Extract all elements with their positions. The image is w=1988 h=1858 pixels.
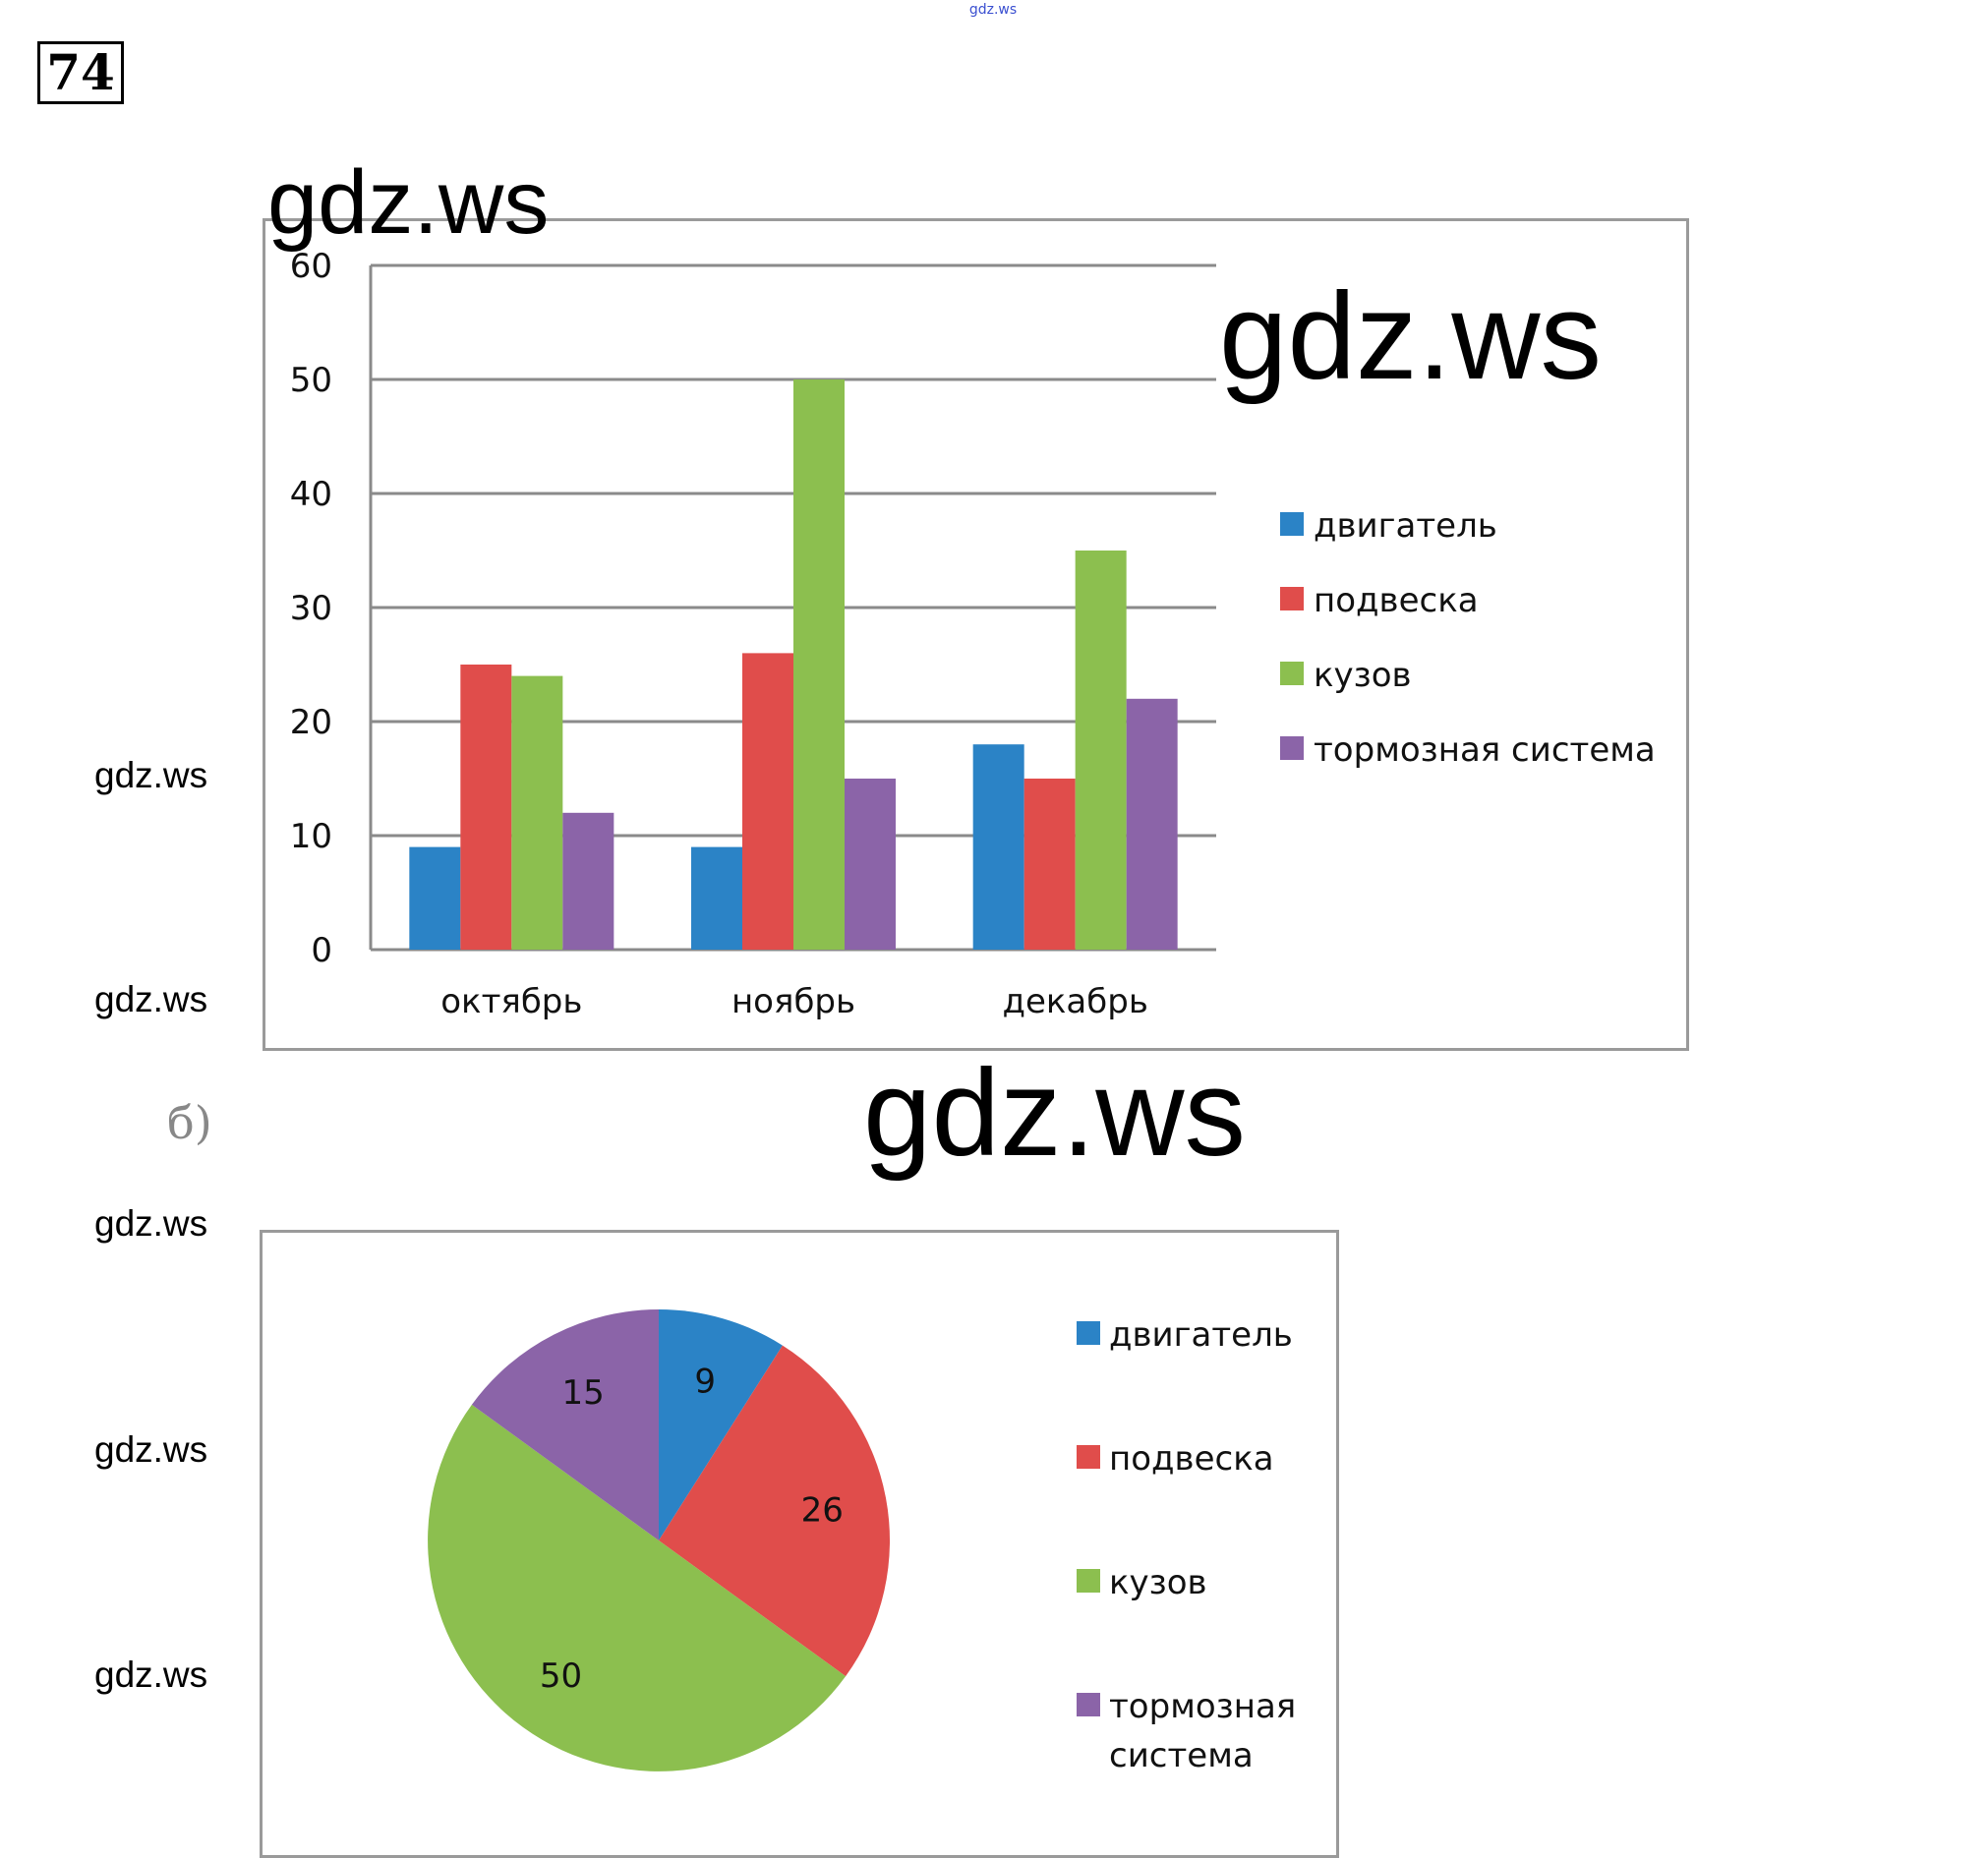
watermark-big-2: gdz.ws (1219, 268, 1603, 405)
bar (409, 846, 461, 950)
watermark-small-2: gdz.ws (94, 979, 208, 1019)
bar (691, 846, 742, 950)
y-tick-label: 60 (290, 247, 332, 286)
legend-swatch (1077, 1321, 1100, 1345)
y-tick-label: 10 (290, 817, 332, 856)
watermark-big-1: gdz.ws (267, 152, 550, 253)
legend-label: система (1109, 1736, 1254, 1775)
legend-label: подвеска (1314, 581, 1479, 620)
bar (460, 665, 512, 950)
problem-number: 74 (37, 41, 124, 104)
y-tick-label: 20 (290, 703, 332, 742)
pie-data-label: 26 (801, 1490, 844, 1530)
x-tick-label: ноябрь (731, 982, 855, 1021)
legend-label: тормозная (1109, 1687, 1296, 1726)
legend-label: подвеска (1109, 1439, 1274, 1479)
legend-swatch (1280, 736, 1304, 760)
pie-data-label: 15 (562, 1373, 605, 1413)
legend-swatch (1077, 1445, 1100, 1469)
y-tick-label: 0 (311, 931, 332, 970)
watermark-small-4: gdz.ws (94, 1429, 208, 1470)
legend-label: двигатель (1109, 1315, 1293, 1355)
bar (511, 675, 563, 950)
x-tick-label: декабрь (1002, 982, 1147, 1021)
part-b-label: б) (167, 1096, 212, 1149)
x-tick-label: октябрь (440, 982, 582, 1021)
y-tick-label: 40 (290, 475, 332, 514)
bar (1075, 551, 1127, 950)
bar (742, 653, 793, 950)
legend-label: двигатель (1314, 506, 1497, 546)
bar (1126, 698, 1178, 950)
bar (845, 779, 896, 950)
legend-label: кузов (1314, 656, 1412, 695)
watermark-small-1: gdz.ws (94, 755, 208, 795)
bar-chart-frame (263, 218, 1689, 1051)
pie-slice (659, 1309, 783, 1540)
pie-slice (471, 1309, 659, 1540)
bar (793, 379, 845, 950)
y-tick-label: 50 (290, 361, 332, 400)
y-tick-label: 30 (290, 589, 332, 628)
pie-data-label: 9 (694, 1363, 716, 1402)
legend-label: кузов (1109, 1563, 1207, 1602)
top-watermark: gdz.ws (968, 2, 1018, 18)
bar (972, 744, 1024, 950)
legend-swatch (1280, 662, 1304, 685)
legend-swatch (1077, 1569, 1100, 1593)
pie-slice (659, 1345, 890, 1677)
watermark-small-3: gdz.ws (94, 1203, 208, 1244)
pie-data-label: 50 (540, 1656, 582, 1696)
legend-swatch (1280, 587, 1304, 610)
watermark-small-5: gdz.ws (94, 1655, 208, 1695)
legend-label: тормозная система (1314, 730, 1656, 770)
bar (1023, 779, 1076, 950)
bar (562, 812, 614, 950)
legend-swatch (1077, 1693, 1100, 1716)
legend-swatch (1280, 512, 1304, 536)
pie-slice (428, 1404, 847, 1771)
watermark-big-3: gdz.ws (863, 1045, 1247, 1182)
